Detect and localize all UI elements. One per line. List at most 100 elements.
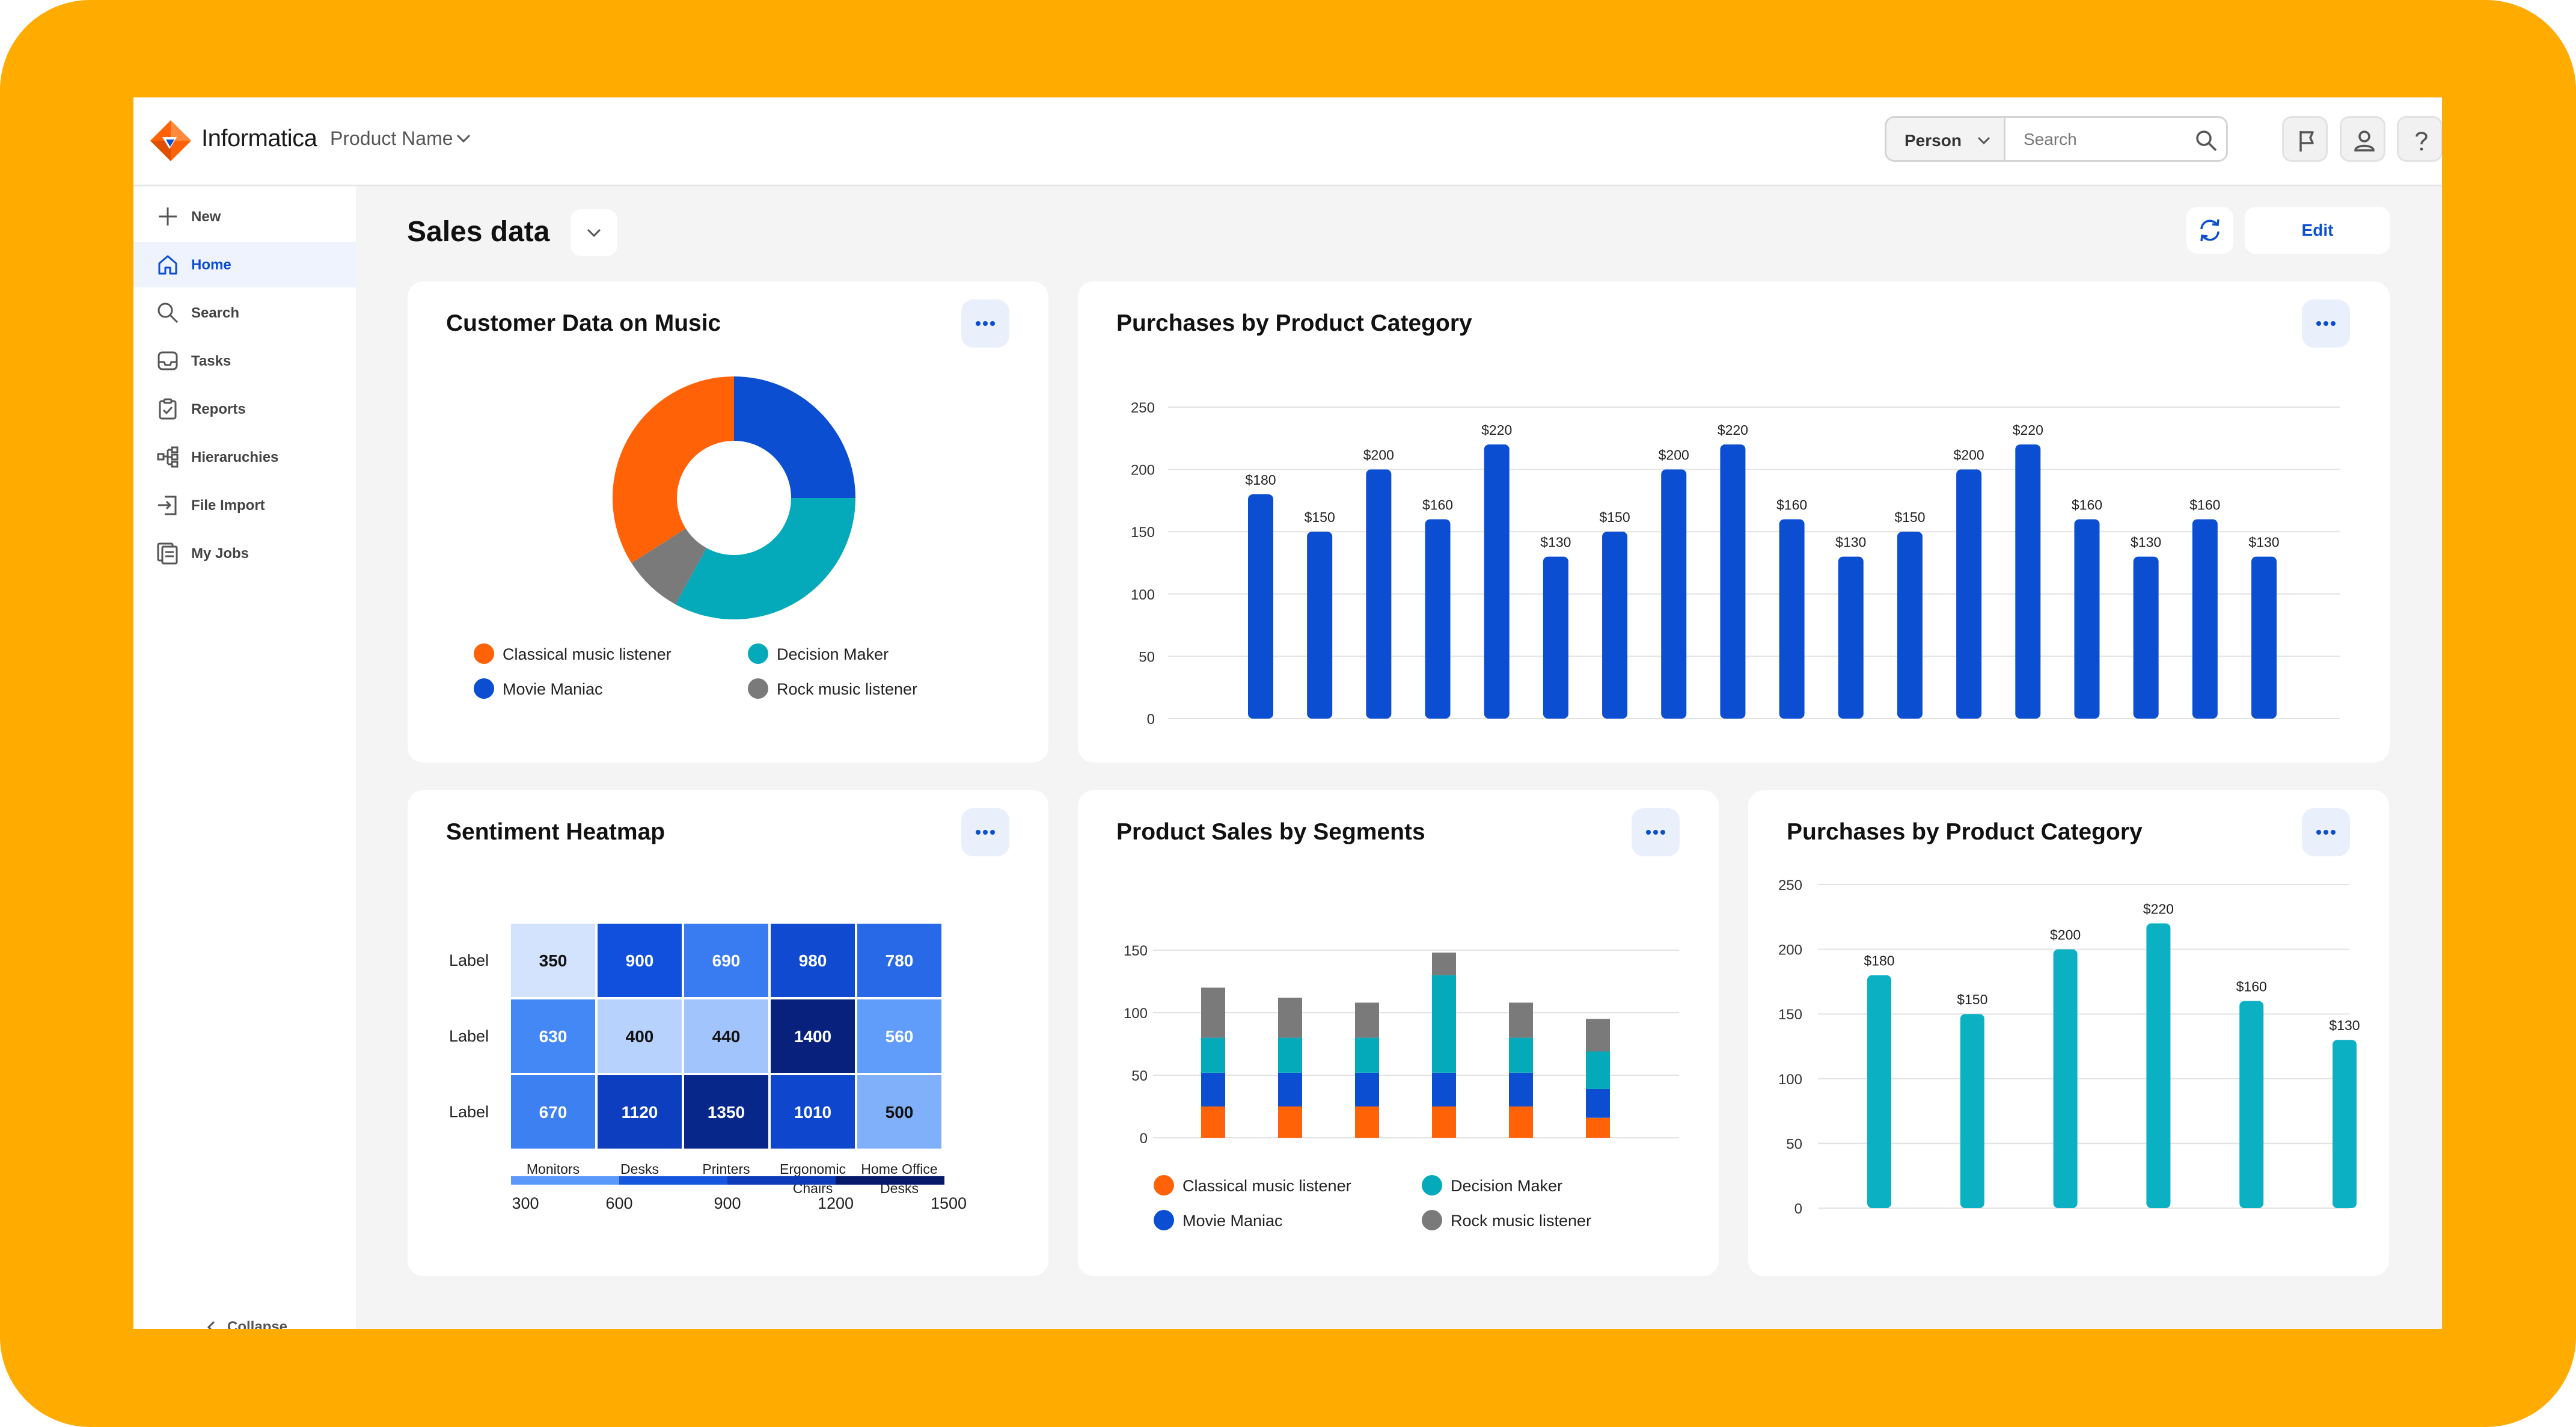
heatmap-cell: [771, 1075, 855, 1149]
y-tick-label: 100: [1131, 587, 1155, 603]
product-name-selector[interactable]: Product Name: [330, 127, 453, 149]
more-horizontal-icon: [976, 830, 995, 835]
data-label: $200: [1659, 447, 1689, 463]
sidebar-item-new[interactable]: New: [133, 194, 356, 239]
sidebar-item-label: Search: [191, 305, 240, 321]
more-horizontal-icon: [976, 321, 995, 326]
more-options-button[interactable]: [1632, 808, 1680, 856]
y-tick-label: 0: [1147, 711, 1155, 728]
sidebar-item-my-jobs[interactable]: My Jobs: [133, 530, 356, 576]
data-label: $150: [1894, 509, 1925, 525]
stacked-bar-segment: [1432, 953, 1456, 975]
legend-label: Decision Maker: [777, 645, 889, 663]
page-title-dropdown[interactable]: [571, 209, 617, 256]
help-button[interactable]: [2397, 116, 2442, 162]
heatmap-cell: [511, 1075, 595, 1149]
search-input[interactable]: [2024, 129, 2180, 150]
more-horizontal-icon: [1646, 830, 1665, 835]
bar-chart: 250 200 150 100 50 0 $180 $150 $200 $160 $220 $130 $…: [1131, 400, 2340, 728]
more-options-button[interactable]: [2302, 808, 2350, 856]
color-scale-segment: [619, 1176, 728, 1185]
user-icon: [2354, 130, 2375, 152]
chevron-down-icon: [587, 229, 601, 238]
legend-swatch: [474, 678, 494, 699]
y-tick-label: 200: [1131, 462, 1155, 479]
card-purchases-small: Purchases by Product Category 250 200 150 1…: [1748, 790, 2389, 1276]
data-label: $150: [1599, 509, 1630, 525]
heatmap-cell: [857, 1075, 941, 1149]
stacked-bar-segment: [1509, 1072, 1533, 1106]
heatmap-value: 1400: [794, 1027, 831, 1046]
color-scale-segment: [836, 1176, 944, 1185]
heatmap-chart: Label 350 900 690 980 780 Label 630 400 440 1400 56…: [449, 924, 967, 1212]
stacked-bar-segment: [1278, 1037, 1302, 1073]
stacked-bar-segment: [1432, 1072, 1456, 1106]
heatmap-value: 440: [712, 1027, 741, 1046]
y-tick-label: 0: [1140, 1131, 1148, 1147]
heatmap-cell: [684, 1075, 768, 1149]
sidebar-item-reports[interactable]: Reports: [133, 386, 356, 432]
more-horizontal-icon: [2316, 321, 2336, 326]
stacked-bar-segment: [1201, 987, 1225, 1038]
data-label: $130: [2329, 1017, 2360, 1033]
more-options-button[interactable]: [961, 808, 1009, 856]
chevron-down-icon[interactable]: [456, 133, 471, 143]
heatmap-cell: [598, 999, 682, 1073]
color-scale-segment: [511, 1176, 620, 1185]
stacked-bar-segment: [1586, 1117, 1610, 1138]
heatmap-cell: [598, 924, 682, 997]
stacked-bar-segment: [1201, 1106, 1225, 1138]
data-label: $150: [1957, 992, 1987, 1007]
legend-swatch: [748, 678, 768, 699]
color-scale-tick: 1500: [931, 1194, 967, 1212]
more-options-button[interactable]: [2302, 299, 2350, 348]
page-title: Sales data: [407, 216, 550, 248]
heatmap-value: 780: [886, 951, 914, 970]
color-scale-tick: 900: [714, 1194, 741, 1212]
app-window: Informatica Product Name Person New Home: [133, 97, 2442, 1329]
sidebar-item-home[interactable]: Home: [133, 242, 356, 287]
data-label: $220: [1481, 422, 1512, 438]
stacked-bar-segment: [1586, 1019, 1610, 1052]
bar: [1956, 469, 1982, 719]
y-tick-label: 100: [1778, 1072, 1802, 1088]
bar: [1720, 444, 1746, 719]
refresh-icon: [2200, 219, 2220, 242]
user-button[interactable]: [2340, 116, 2385, 162]
stacked-bar-segment: [1278, 998, 1302, 1038]
sidebar-item-search[interactable]: Search: [133, 290, 356, 336]
y-tick-label: 150: [1124, 943, 1148, 959]
sidebar-item-tasks[interactable]: Tasks: [133, 338, 356, 384]
bar: [1867, 975, 1891, 1208]
refresh-button[interactable]: [2186, 207, 2233, 254]
bar: [2239, 1001, 2264, 1208]
data-label: $220: [2143, 901, 2174, 917]
search-icon: [158, 302, 179, 324]
edit-button[interactable]: Edit: [2245, 207, 2390, 254]
person-select[interactable]: Person: [1885, 116, 2004, 162]
heatmap-column-label: Desks: [620, 1161, 659, 1177]
informatica-logo-icon: [150, 120, 191, 161]
chart-legend: Classical music listener Decision Maker …: [1154, 1175, 1695, 1247]
search-icon[interactable]: [2195, 129, 2218, 152]
y-tick-label: 200: [1778, 942, 1802, 959]
sidebar-item-file-import[interactable]: File Import: [133, 482, 356, 528]
bar: [1661, 469, 1687, 719]
y-tick-label: 150: [1131, 524, 1155, 541]
heatmap-column-label: Monitors: [527, 1161, 580, 1177]
more-options-button[interactable]: [961, 299, 1009, 348]
heatmap-value: 630: [539, 1027, 568, 1046]
legend-label: Classical music listener: [503, 645, 672, 663]
heatmap-value: 560: [886, 1027, 914, 1046]
card-title: Purchases by Product Category: [1787, 819, 2143, 845]
flag-button[interactable]: [2282, 116, 2328, 162]
sidebar-item-label: File Import: [191, 497, 265, 514]
legend-label: Movie Maniac: [503, 680, 603, 698]
heatmap-value: 400: [626, 1027, 654, 1046]
heatmap-value: 500: [886, 1103, 914, 1122]
sidebar-item-hierarchies[interactable]: Hieraruchies: [133, 434, 356, 480]
heatmap-value: 1120: [622, 1103, 658, 1122]
data-label: $220: [1718, 422, 1748, 438]
data-label: $130: [2131, 535, 2161, 550]
stacked-bar-segment: [1586, 1051, 1610, 1089]
